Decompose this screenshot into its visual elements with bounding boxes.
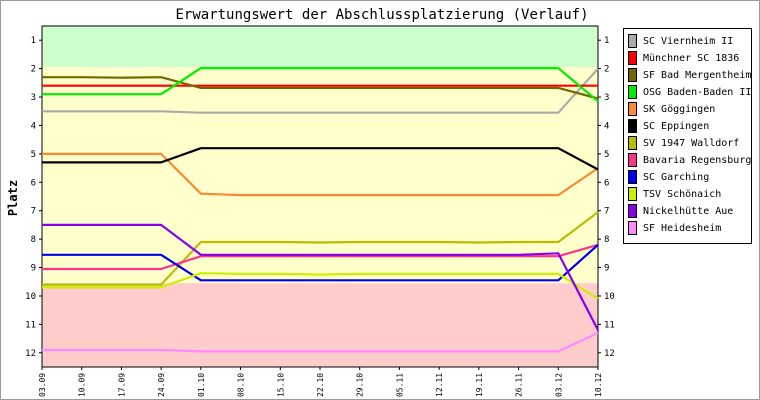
series-line-6 bbox=[42, 147, 599, 171]
y-tick-label-left: 4 bbox=[31, 121, 36, 131]
legend-item: SK Göggingen bbox=[628, 101, 715, 117]
legend-swatch bbox=[628, 170, 637, 184]
series-line-11 bbox=[42, 223, 599, 331]
y-tick-label-right: 3 bbox=[604, 93, 609, 103]
y-axis-label: Platz bbox=[6, 180, 20, 216]
legend-item: Münchner SC 1836 bbox=[628, 50, 739, 66]
x-tick-label: 29.10 bbox=[356, 373, 365, 397]
x-tick-label: 15.10 bbox=[276, 373, 285, 397]
x-tick-label: 03.12 bbox=[554, 373, 563, 397]
zone-band-3 bbox=[42, 283, 598, 367]
legend-label: SV 1947 Walldorf bbox=[643, 137, 740, 149]
y-tick-label-right: 1 bbox=[604, 36, 609, 46]
legend-swatch bbox=[628, 187, 637, 201]
legend-label: Münchner SC 1836 bbox=[643, 52, 740, 64]
legend-label: OSG Baden-Baden II bbox=[643, 86, 752, 98]
y-tick-label-right: 7 bbox=[604, 207, 609, 217]
y-tick-label-right: 2 bbox=[604, 65, 609, 75]
y-tick-label-left: 2 bbox=[31, 65, 36, 75]
series-line-3 bbox=[42, 76, 599, 100]
x-tick-label: 19.11 bbox=[475, 373, 484, 397]
y-tick-label-right: 10 bbox=[604, 292, 615, 302]
x-tick-label: 22.10 bbox=[316, 373, 325, 397]
x-tick-label: 03.09 bbox=[38, 373, 47, 397]
y-tick-label-right: 8 bbox=[604, 235, 609, 245]
legend-swatch bbox=[628, 51, 637, 65]
y-tick-label-right: 5 bbox=[604, 150, 609, 160]
legend-label: Nickelhütte Aue bbox=[643, 205, 734, 217]
legend-item: TSV Schönaich bbox=[628, 186, 721, 202]
y-tick-label-left: 8 bbox=[31, 235, 36, 245]
legend-label: SK Göggingen bbox=[643, 103, 716, 115]
legend-item: SF Bad Mergentheim bbox=[628, 67, 751, 83]
legend-swatch bbox=[628, 68, 637, 82]
legend-item: SF Heidesheim bbox=[628, 220, 721, 236]
x-tick-label: 26.11 bbox=[515, 373, 524, 397]
y-tick-label-right: 6 bbox=[604, 178, 609, 188]
series-line-5 bbox=[42, 152, 599, 197]
x-tick-label: 24.09 bbox=[157, 373, 166, 397]
series-lines bbox=[42, 66, 599, 353]
legend-swatch bbox=[628, 221, 637, 235]
series-line-4 bbox=[42, 66, 599, 103]
y-tick-label-right: 4 bbox=[604, 121, 609, 131]
legend-label: TSV Schönaich bbox=[643, 188, 722, 200]
series-line-1 bbox=[42, 67, 599, 114]
x-tick-label: 01.10 bbox=[197, 373, 206, 397]
legend-item: Nickelhütte Aue bbox=[628, 203, 733, 219]
legend-label: SC Eppingen bbox=[643, 120, 710, 132]
legend-swatch bbox=[628, 102, 637, 116]
x-tick-label: 17.09 bbox=[117, 373, 126, 397]
series-line-10 bbox=[42, 272, 599, 300]
y-tick-label-left: 12 bbox=[25, 349, 36, 359]
legend-item: Bavaria Regensburg bbox=[628, 152, 751, 168]
y-tick-label-left: 7 bbox=[31, 207, 36, 217]
legend-item: SC Eppingen bbox=[628, 118, 709, 134]
legend-swatch bbox=[628, 119, 637, 133]
y-tick-label-left: 9 bbox=[31, 264, 36, 274]
legend-swatch bbox=[628, 204, 637, 218]
legend-swatch bbox=[628, 153, 637, 167]
chart-legend: SC Viernheim II Münchner SC 1836 SF Bad Me… bbox=[623, 28, 752, 244]
legend-label: SF Heidesheim bbox=[643, 222, 722, 234]
legend-item: SC Viernheim II bbox=[628, 33, 733, 49]
y-tick-label-right: 12 bbox=[604, 349, 615, 359]
legend-swatch bbox=[628, 34, 637, 48]
x-tick-label: 12.11 bbox=[435, 373, 444, 397]
y-tick-label-right: 11 bbox=[604, 320, 615, 330]
legend-label: SC Viernheim II bbox=[643, 35, 734, 47]
zone-band-1 bbox=[42, 26, 598, 68]
x-tick-label: 10.09 bbox=[78, 373, 87, 397]
chart-title: Erwartungswert der Abschlussplatzierung … bbox=[175, 7, 588, 23]
y-tick-label-left: 5 bbox=[31, 150, 36, 160]
y-tick-label-left: 11 bbox=[25, 320, 36, 330]
zone-band-2 bbox=[42, 67, 598, 284]
series-line-9 bbox=[42, 243, 599, 282]
legend-item: SC Garching bbox=[628, 169, 709, 185]
series-line-8 bbox=[42, 243, 599, 271]
series-line-12 bbox=[42, 331, 599, 353]
legend-item: SV 1947 Walldorf bbox=[628, 135, 739, 151]
y-tick-label-left: 10 bbox=[25, 292, 36, 302]
legend-swatch bbox=[628, 136, 637, 150]
zone-bands bbox=[42, 26, 598, 367]
legend-label: SF Bad Mergentheim bbox=[643, 69, 752, 81]
x-tick-label: 05.11 bbox=[395, 373, 404, 397]
y-tick-label-left: 6 bbox=[31, 178, 36, 188]
x-tick-label: 08.10 bbox=[237, 373, 246, 397]
y-tick-label-left: 3 bbox=[31, 93, 36, 103]
y-tick-label-left: 1 bbox=[31, 36, 36, 46]
y-tick-label-right: 9 bbox=[604, 264, 609, 274]
x-tick-label: 10.12 bbox=[594, 373, 603, 397]
legend-swatch bbox=[628, 85, 637, 99]
legend-label: SC Garching bbox=[643, 171, 710, 183]
series-line-7 bbox=[42, 211, 599, 286]
legend-label: Bavaria Regensburg bbox=[643, 154, 752, 166]
legend-item: OSG Baden-Baden II bbox=[628, 84, 751, 100]
